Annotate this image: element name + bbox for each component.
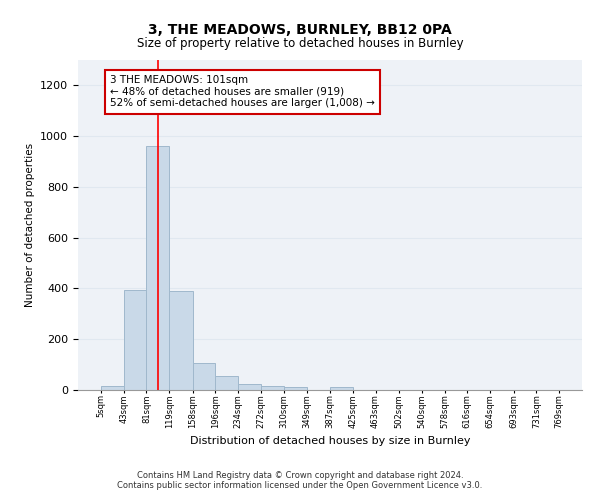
Bar xyxy=(146,146,169,390)
Bar xyxy=(330,387,353,390)
Bar xyxy=(284,387,307,390)
Text: 3, THE MEADOWS, BURNLEY, BB12 0PA: 3, THE MEADOWS, BURNLEY, BB12 0PA xyxy=(148,22,452,36)
Y-axis label: Number of detached properties: Number of detached properties xyxy=(25,143,35,307)
Bar xyxy=(193,364,215,390)
Text: Size of property relative to detached houses in Burnley: Size of property relative to detached ho… xyxy=(137,38,463,51)
Bar xyxy=(124,290,146,390)
Text: 3 THE MEADOWS: 101sqm
← 48% of detached houses are smaller (919)
52% of semi-det: 3 THE MEADOWS: 101sqm ← 48% of detached … xyxy=(110,75,375,108)
Bar xyxy=(238,384,261,390)
Text: Contains HM Land Registry data © Crown copyright and database right 2024.: Contains HM Land Registry data © Crown c… xyxy=(137,470,463,480)
Bar xyxy=(101,386,124,390)
X-axis label: Distribution of detached houses by size in Burnley: Distribution of detached houses by size … xyxy=(190,436,470,446)
Bar xyxy=(261,386,284,390)
Bar xyxy=(169,291,193,390)
Text: Contains public sector information licensed under the Open Government Licence v3: Contains public sector information licen… xyxy=(118,480,482,490)
Bar xyxy=(215,376,238,390)
